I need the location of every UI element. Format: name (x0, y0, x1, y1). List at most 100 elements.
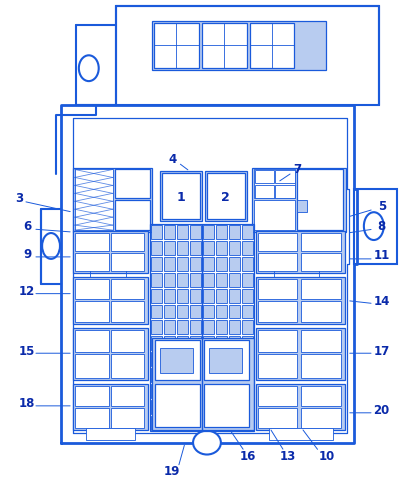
Bar (164, 352, 175, 366)
Bar (216, 305, 227, 319)
Bar (190, 289, 201, 303)
Bar (73, 384, 148, 430)
Bar (160, 172, 202, 222)
Bar (229, 400, 240, 414)
Bar (202, 23, 247, 69)
Bar (203, 242, 214, 256)
Bar (242, 226, 253, 240)
Bar (190, 242, 201, 256)
Bar (256, 277, 345, 325)
Bar (164, 226, 175, 240)
Bar (253, 170, 295, 199)
Bar (242, 289, 253, 303)
Bar (207, 174, 245, 220)
Text: 11: 11 (374, 249, 390, 262)
Bar (164, 273, 175, 287)
Bar (177, 352, 188, 366)
Bar (152, 368, 162, 382)
Bar (204, 384, 249, 427)
Text: 9: 9 (23, 248, 31, 261)
Text: 18: 18 (19, 396, 35, 409)
Bar (73, 168, 152, 233)
Bar (114, 201, 150, 230)
Bar (111, 234, 144, 251)
Bar (229, 416, 240, 430)
Bar (190, 368, 201, 382)
Bar (203, 352, 214, 366)
Bar (242, 368, 253, 382)
Bar (152, 21, 326, 71)
Bar (229, 289, 240, 303)
Bar (301, 279, 341, 299)
Bar (258, 254, 297, 271)
Bar (216, 416, 227, 430)
Bar (111, 254, 144, 271)
Bar (209, 348, 242, 373)
Bar (177, 416, 188, 430)
Bar (242, 384, 253, 398)
Text: 2: 2 (222, 190, 230, 203)
Text: 3: 3 (15, 191, 23, 204)
Bar (164, 242, 175, 256)
Bar (258, 301, 297, 323)
Bar (86, 428, 135, 440)
Bar (203, 368, 214, 382)
Bar (152, 305, 162, 319)
Bar (256, 384, 345, 430)
Bar (75, 331, 109, 352)
Bar (73, 231, 148, 273)
Text: 16: 16 (239, 449, 256, 462)
Bar (73, 277, 148, 325)
Text: 17: 17 (374, 344, 390, 357)
Bar (177, 400, 188, 414)
Bar (203, 289, 214, 303)
Bar (75, 254, 109, 271)
Bar (164, 305, 175, 319)
Text: 10: 10 (319, 449, 335, 462)
Bar (301, 408, 341, 428)
Bar (203, 226, 214, 240)
Bar (242, 321, 253, 334)
Bar (190, 305, 201, 319)
Text: 13: 13 (279, 449, 295, 462)
Bar (203, 305, 214, 319)
Text: 12: 12 (19, 285, 35, 298)
Bar (190, 352, 201, 366)
Bar (114, 170, 150, 199)
Bar (242, 337, 253, 350)
Bar (229, 257, 240, 271)
Bar (164, 321, 175, 334)
Bar (216, 368, 227, 382)
Bar (164, 416, 175, 430)
Bar (258, 279, 297, 299)
Bar (253, 201, 295, 230)
Bar (216, 289, 227, 303)
Bar (190, 226, 201, 240)
Text: 6: 6 (23, 219, 31, 232)
Bar (177, 242, 188, 256)
Bar (152, 400, 162, 414)
Bar (203, 400, 214, 414)
Bar (190, 337, 201, 350)
Bar (256, 231, 345, 273)
Text: 7: 7 (293, 163, 301, 176)
Bar (155, 384, 200, 427)
Bar (203, 257, 214, 271)
Bar (242, 257, 253, 271)
Bar (177, 368, 188, 382)
Bar (354, 190, 397, 264)
Bar (204, 341, 249, 380)
Bar (258, 331, 297, 352)
Ellipse shape (42, 234, 60, 259)
Bar (162, 174, 200, 220)
Bar (229, 321, 240, 334)
Bar (229, 384, 240, 398)
Bar (73, 329, 148, 380)
Bar (190, 257, 201, 271)
Bar (111, 354, 144, 378)
Bar (75, 170, 112, 230)
Bar (202, 225, 253, 431)
Bar (242, 242, 253, 256)
Bar (155, 341, 200, 380)
Bar (177, 226, 188, 240)
